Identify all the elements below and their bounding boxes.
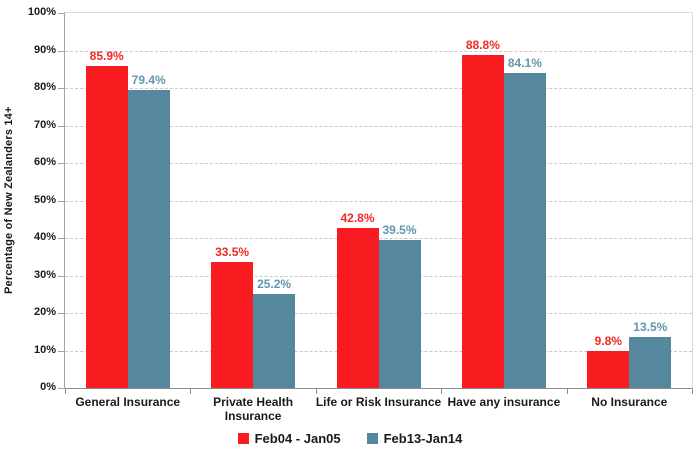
x-tick-mark: [692, 389, 693, 394]
bar: [336, 227, 379, 388]
legend-item: Feb13-Jan14: [366, 431, 463, 446]
bar-value-label: 42.8%: [340, 210, 375, 225]
y-tick-label: 40%: [33, 231, 56, 243]
legend-swatch-icon: [366, 433, 378, 444]
y-tick-mark: [58, 238, 64, 239]
y-tick-label: 50%: [33, 193, 56, 206]
legend-label: Feb13-Jan14: [383, 431, 463, 446]
y-tick-label: 10%: [33, 343, 56, 356]
category-label: General Insurance: [75, 395, 181, 409]
x-tick-mark: [566, 389, 568, 394]
y-tick-label: 0%: [40, 381, 56, 393]
category-label: Have any insurance: [447, 395, 561, 409]
y-tick-label: 80%: [33, 81, 56, 93]
grid-line: [65, 88, 692, 89]
bar-value-label: 9.8%: [594, 334, 622, 349]
y-tick-label: 30%: [33, 268, 56, 281]
bar: [629, 337, 672, 388]
y-tick-label: 20%: [33, 306, 56, 318]
bar: [461, 55, 504, 388]
y-tick-mark: [58, 200, 64, 202]
legend-swatch-icon: [237, 433, 249, 444]
bar-value-label: 33.5%: [215, 245, 250, 260]
y-tick-mark: [58, 163, 64, 164]
y-tick-mark: [58, 313, 64, 314]
bar: [503, 72, 546, 388]
y-tick-label: 70%: [33, 118, 56, 131]
bar: [211, 262, 254, 388]
y-tick-mark: [58, 50, 64, 52]
bar: [253, 293, 296, 388]
category-label: Private Health Insurance: [213, 395, 294, 424]
bar: [127, 90, 170, 388]
y-tick-label: 90%: [33, 43, 56, 56]
category-label: No Insurance: [591, 395, 668, 409]
category-label: Life or Risk Insurance: [315, 395, 442, 409]
x-tick-mark: [190, 389, 192, 394]
bar-value-label: 84.1%: [507, 55, 542, 70]
bar-value-label: 79.4%: [131, 73, 166, 88]
grid-line: [65, 200, 692, 202]
bar: [85, 65, 128, 388]
y-tick-mark: [58, 125, 64, 127]
y-tick-label: 60%: [33, 156, 56, 168]
y-tick-mark: [58, 350, 64, 352]
x-tick-mark: [315, 389, 317, 394]
y-tick-mark: [58, 88, 64, 89]
bar: [587, 351, 630, 388]
y-tick-mark: [58, 13, 64, 14]
grid-line: [65, 50, 692, 52]
bar-value-label: 88.8%: [465, 38, 500, 52]
legend-label: Feb04 - Jan05: [254, 431, 341, 446]
y-tick-label: 100%: [27, 6, 56, 18]
grid-line: [65, 238, 692, 239]
plot-area: 85.9% 79.4% 33.5% 25.2% 42.8% 39.5% 88.8% 84.1%…: [64, 12, 693, 389]
legend-item: Feb04 - Jan05: [237, 431, 341, 446]
x-tick-mark: [441, 389, 443, 394]
x-tick-mark: [65, 389, 66, 394]
bar-value-label: 13.5%: [633, 320, 668, 335]
y-tick-mark: [58, 275, 64, 277]
grid-line: [65, 125, 692, 127]
chart-legend: Feb04 - Jan05 Feb13-Jan14: [0, 431, 700, 446]
bar-value-label: 25.2%: [257, 276, 292, 291]
grid-line: [65, 163, 692, 164]
bar-value-label: 85.9%: [89, 48, 124, 63]
bar-value-label: 39.5%: [382, 222, 417, 237]
y-tick-mark: [58, 388, 64, 389]
bar: [378, 239, 421, 388]
